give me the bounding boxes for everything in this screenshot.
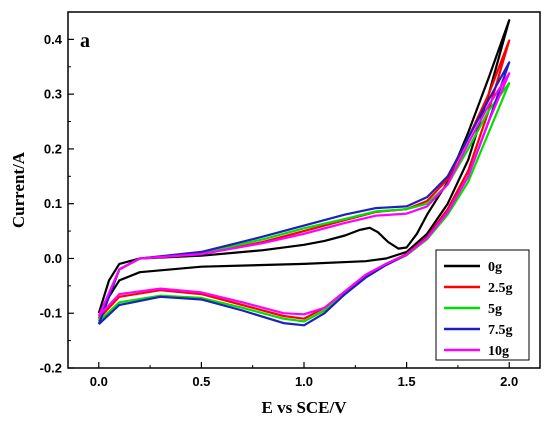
legend-label: 10g — [488, 344, 509, 359]
legend-box — [435, 249, 530, 361]
legend-label: 5g — [488, 302, 502, 317]
series-curves — [97, 19, 511, 327]
x-tick-label: 0.5 — [192, 374, 210, 389]
legend: 0g 2.5g 5g 7.5g 10g — [435, 249, 530, 361]
x-tick-label: 1.5 — [398, 374, 416, 389]
series-line-5g — [97, 82, 511, 323]
y-tick-label: 0.1 — [44, 196, 62, 211]
series-line-10g — [97, 72, 511, 317]
legend-label: 0g — [488, 260, 502, 275]
series-line-2-5g — [97, 39, 511, 320]
x-axis-title: E vs SCE/V — [261, 398, 347, 417]
x-tick-label: 1.0 — [295, 374, 313, 389]
y-tick-label: 0.0 — [44, 251, 62, 266]
y-tick-label: 0.2 — [44, 141, 62, 156]
legend-items: 0g 2.5g 5g 7.5g 10g — [444, 260, 513, 359]
y-tick-label: 0.4 — [44, 32, 63, 47]
series-line-0g — [97, 19, 511, 314]
y-tick-label: 0.3 — [44, 87, 62, 102]
legend-label: 7.5g — [488, 323, 513, 338]
x-tick-label: 0.0 — [90, 374, 108, 389]
y-tick-label: -0.1 — [40, 306, 62, 321]
axis-ticks: 0.0 0.5 1.0 1.5 2.0 -0.2 -0.1 0.0 0.1 0.2 0.3 0.4 — [40, 11, 518, 389]
y-axis-title: Current/A — [9, 151, 28, 228]
legend-label: 2.5g — [488, 281, 513, 296]
panel-label: a — [80, 30, 90, 52]
x-tick-label: 2.0 — [500, 374, 518, 389]
y-tick-label: -0.2 — [40, 361, 62, 376]
